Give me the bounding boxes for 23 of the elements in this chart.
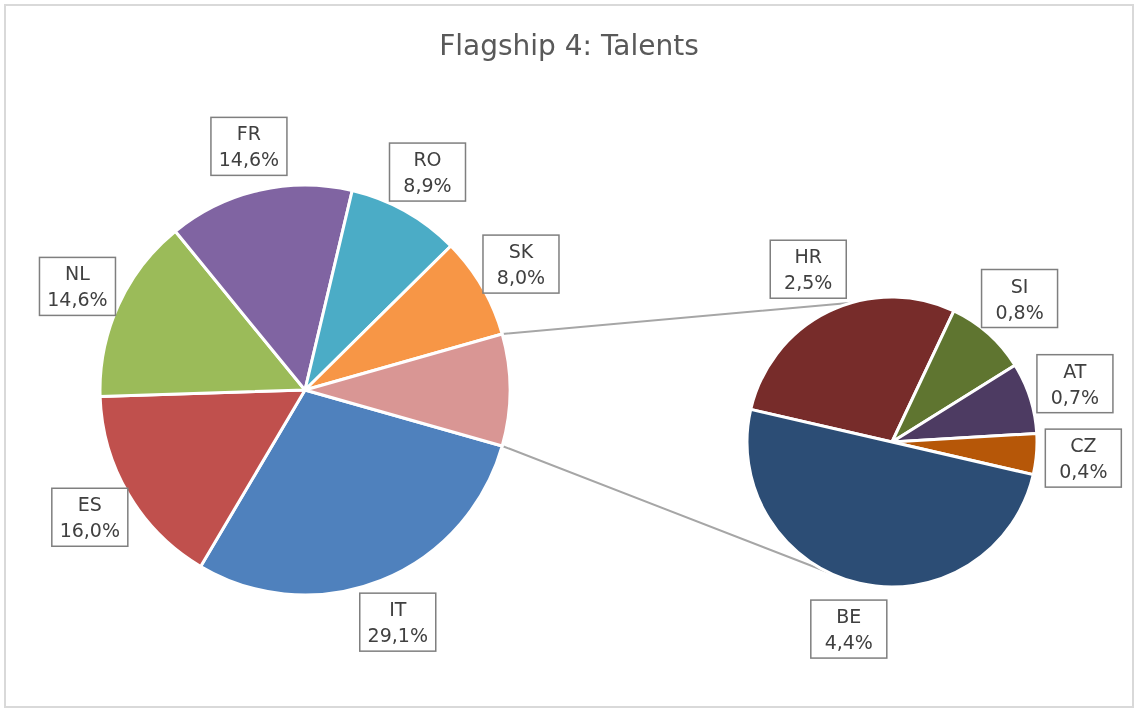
slice-label: IT [389, 598, 407, 621]
data-label: 4,4% [824, 631, 873, 654]
data-label: 2,5% [784, 271, 833, 294]
data-label: 8,0% [496, 266, 546, 289]
slice-label: NL [65, 262, 91, 285]
data-label: 0,4% [1059, 460, 1108, 483]
data-label: 29,1% [367, 624, 428, 647]
slice-label: FR [236, 122, 261, 145]
slice-label: BE [836, 605, 862, 628]
slice-label: RO [413, 148, 442, 171]
data-label: 8,9% [403, 174, 452, 197]
slice-label: AT [1063, 359, 1087, 382]
data-label: 14,6% [47, 288, 108, 311]
slice-label: ES [77, 493, 102, 516]
data-label: 0,7% [1050, 385, 1100, 408]
data-label: 16,0% [59, 519, 120, 542]
slice-label: SK [508, 240, 534, 263]
slice-label: CZ [1070, 434, 1097, 457]
slice-label: SI [1010, 274, 1029, 297]
slice-label: HR [794, 245, 822, 268]
chart-title: Flagship 4: Talents [439, 29, 699, 62]
data-label: 0,8% [995, 300, 1044, 323]
data-label: 14,6% [218, 148, 280, 171]
